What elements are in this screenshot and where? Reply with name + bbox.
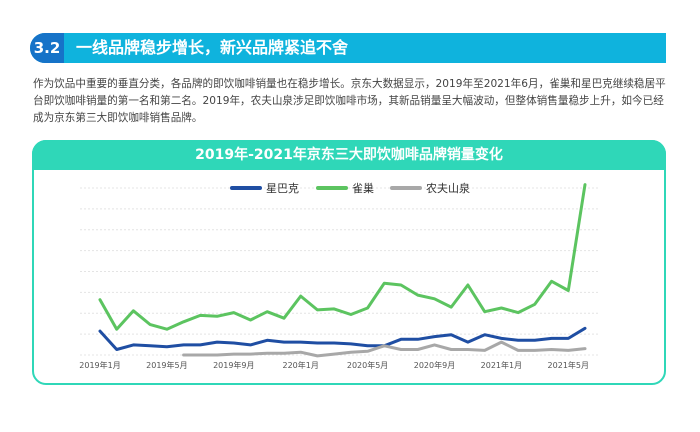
- x-tick-label: 2020年9月: [414, 360, 455, 370]
- x-tick-label: 2021年5月: [548, 360, 589, 370]
- series-line-3: [182, 340, 587, 358]
- legend-label: 星巴克: [266, 182, 299, 195]
- x-tick-label: 2019年9月: [213, 360, 254, 370]
- x-tick-label: 2019年5月: [146, 360, 187, 370]
- section-header-bar: [30, 33, 666, 63]
- section-title: 一线品牌稳步增长，新兴品牌紧追不舍: [76, 38, 349, 57]
- legend-label: 农夫山泉: [426, 181, 470, 195]
- chart-title: 2019年-2021年京东三大即饮咖啡品牌销量变化: [32, 140, 666, 170]
- x-tick-label: 2019年1月: [79, 360, 120, 370]
- legend-label: 雀巢: [352, 182, 374, 195]
- x-tick-label: 2020年5月: [347, 360, 388, 370]
- section-number: 3.2: [30, 33, 64, 63]
- series-line-1: [98, 326, 587, 351]
- series-line-2: [98, 183, 587, 331]
- intro-paragraph: 作为饮品中重要的垂直分类，各品牌的即饮咖啡销量也在稳步增长。京东大数据显示，20…: [33, 78, 666, 124]
- x-tick-label: 2021年1月: [481, 360, 522, 370]
- x-tick-label: 220年1月: [283, 360, 319, 370]
